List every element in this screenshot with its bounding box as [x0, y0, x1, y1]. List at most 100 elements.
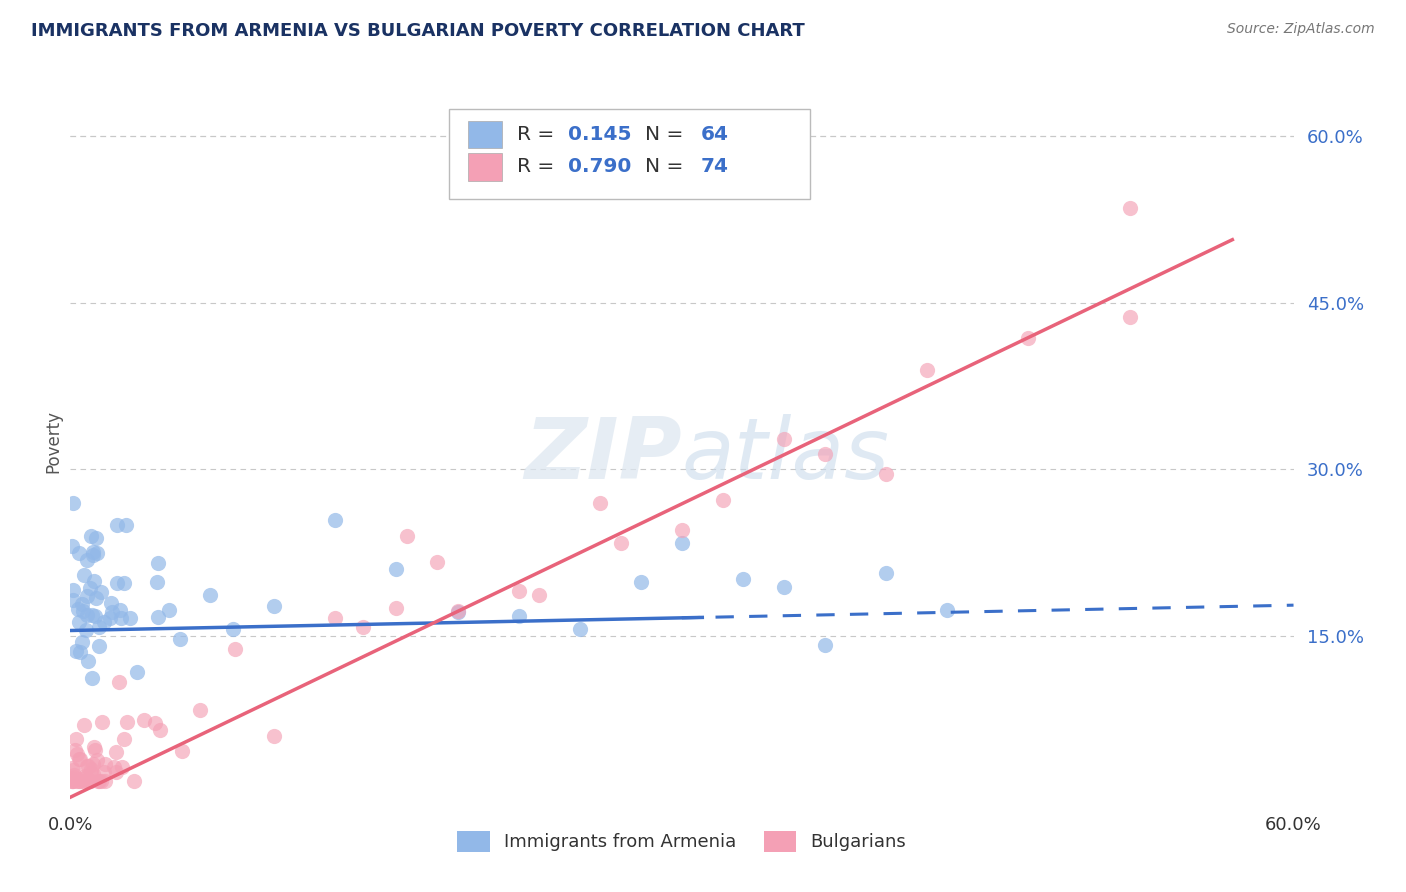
Point [65, 732, 87, 747]
Point [63, 770, 86, 784]
Point [169, 632, 191, 646]
Point [87, 773, 110, 788]
Point [86, 546, 108, 560]
Point [813, 447, 835, 461]
Point [610, 536, 633, 550]
Point [101, 605, 124, 619]
Text: 74: 74 [700, 158, 728, 177]
Point [875, 467, 897, 481]
Point [87, 620, 110, 634]
Point [82, 671, 104, 685]
Text: N =: N = [645, 158, 690, 177]
FancyBboxPatch shape [450, 109, 810, 200]
Text: atlas: atlas [682, 415, 890, 498]
Point [65, 644, 87, 658]
Point [589, 496, 612, 510]
Text: 64: 64 [700, 125, 728, 144]
Point [385, 601, 408, 615]
Point [82, 766, 104, 780]
Point [77, 654, 100, 668]
Point [146, 574, 169, 589]
Point [76, 607, 98, 622]
Point [79, 581, 101, 595]
Point [103, 760, 125, 774]
Point [76, 553, 98, 567]
Point [82, 544, 104, 558]
Point [73, 718, 96, 732]
Text: R =: R = [517, 158, 561, 177]
Point [630, 575, 652, 590]
Point [711, 493, 734, 508]
Point [157, 603, 180, 617]
Point [773, 580, 796, 594]
Point [112, 731, 135, 746]
Text: 0.145: 0.145 [568, 125, 631, 144]
Point [70, 772, 93, 787]
Point [69, 773, 91, 788]
Point [529, 589, 551, 603]
Point [115, 715, 138, 730]
Point [98, 611, 121, 625]
Point [60, 539, 83, 553]
Point [66, 773, 89, 788]
Point [83, 743, 105, 757]
Point [62, 496, 84, 510]
Point [733, 572, 755, 586]
Point [62, 773, 84, 788]
Point [86, 753, 108, 767]
Point [87, 773, 110, 788]
Point [124, 773, 146, 788]
Text: IMMIGRANTS FROM ARMENIA VS BULGARIAN POVERTY CORRELATION CHART: IMMIGRANTS FROM ARMENIA VS BULGARIAN POV… [31, 22, 804, 40]
Point [62, 773, 84, 788]
Text: 0.790: 0.790 [568, 158, 631, 177]
Point [395, 529, 418, 543]
Point [67, 773, 90, 788]
Text: N =: N = [645, 125, 690, 144]
Point [62, 592, 84, 607]
Point [148, 610, 170, 624]
Point [200, 588, 222, 602]
Point [69, 645, 91, 659]
Point [222, 623, 245, 637]
Point [72, 605, 94, 619]
Point [60, 773, 83, 788]
Text: Source: ZipAtlas.com: Source: ZipAtlas.com [1227, 22, 1375, 37]
Point [132, 713, 155, 727]
Point [79, 773, 101, 788]
Point [447, 604, 470, 618]
Point [875, 566, 897, 580]
Point [148, 556, 170, 570]
Point [82, 607, 104, 622]
Point [76, 773, 98, 788]
Point [79, 773, 101, 788]
Point [813, 638, 835, 652]
Point [82, 757, 104, 772]
Text: ZIP: ZIP [524, 415, 682, 498]
Point [60, 772, 83, 786]
Point [118, 611, 141, 625]
Point [110, 610, 132, 624]
Point [76, 589, 98, 603]
Point [671, 535, 693, 549]
Point [70, 597, 93, 611]
Point [94, 773, 117, 788]
Point [75, 770, 97, 784]
Legend: Immigrants from Armenia, Bulgarians: Immigrants from Armenia, Bulgarians [450, 823, 914, 859]
Point [671, 523, 693, 537]
Point [1119, 201, 1142, 215]
Point [83, 740, 105, 755]
Point [65, 743, 87, 757]
Point [190, 703, 212, 717]
Point [773, 433, 796, 447]
Point [385, 562, 408, 576]
Point [172, 743, 194, 757]
Point [91, 715, 114, 730]
Point [75, 623, 97, 637]
Point [67, 751, 90, 765]
Point [77, 759, 100, 773]
Point [84, 591, 107, 606]
Point [352, 620, 374, 634]
Point [323, 611, 347, 625]
Point [66, 747, 89, 762]
Point [62, 582, 84, 597]
